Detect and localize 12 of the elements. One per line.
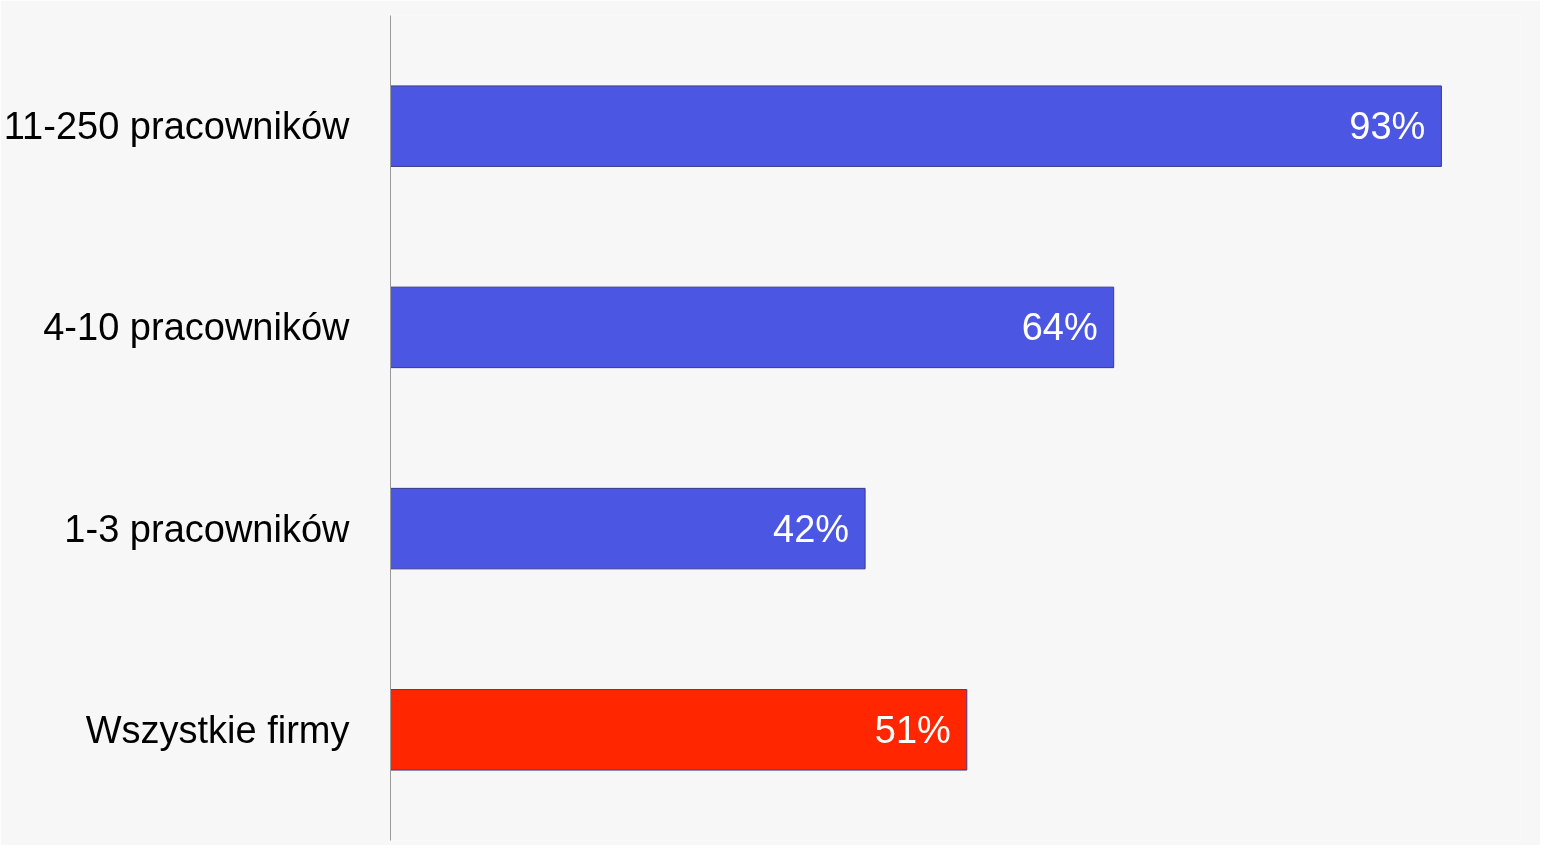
data-label: 51% — [874, 708, 951, 751]
y-tick-label: Wszystkie firmy — [85, 708, 350, 751]
y-tick-label: 1-3 pracowników — [64, 507, 351, 550]
bar — [390, 487, 866, 570]
data-label: 93% — [1349, 105, 1426, 148]
bar — [390, 85, 1442, 167]
bar — [390, 286, 1115, 369]
y-tick-label: 11-250 pracowników — [3, 105, 351, 148]
data-label: 42% — [773, 507, 850, 550]
data-label: 64% — [1021, 306, 1098, 349]
bar — [390, 689, 968, 771]
y-tick-label: 4-10 pracowników — [43, 306, 351, 349]
